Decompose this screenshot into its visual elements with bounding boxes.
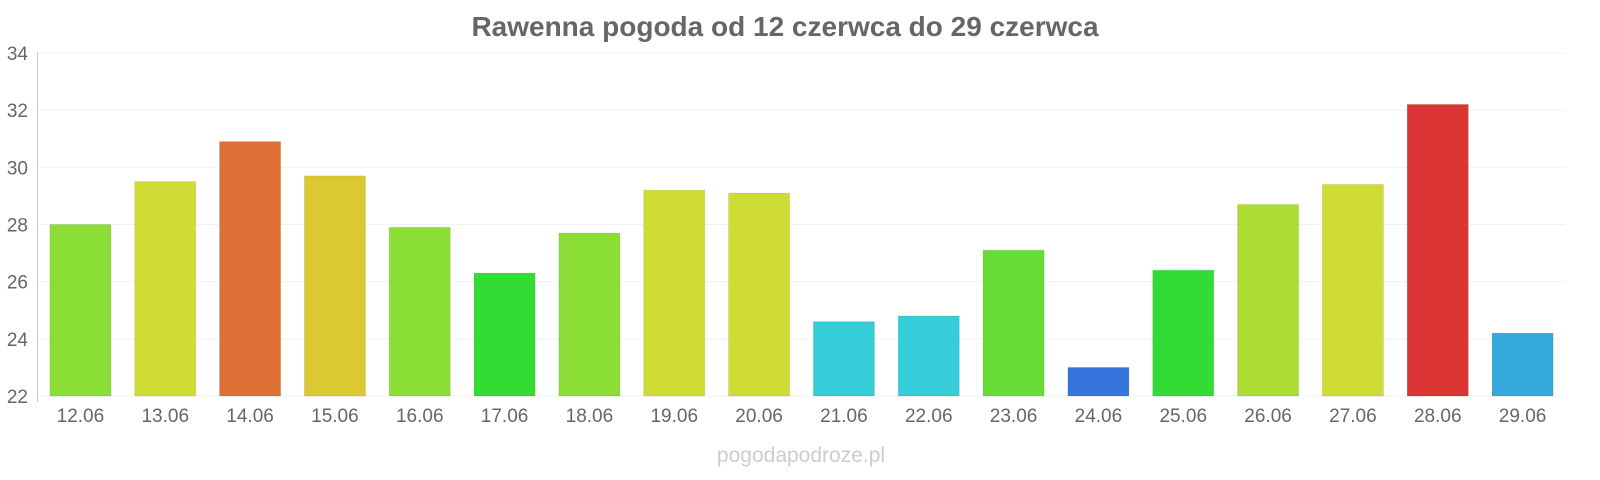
bar (49, 224, 112, 397)
x-tick-label: 26.06 (1244, 406, 1292, 427)
bar (219, 141, 282, 397)
y-axis-ticks: 22 24 26 28 30 32 34 (7, 44, 29, 408)
watermark: pogodapodroze.pl (717, 444, 885, 467)
x-tick-label: 27.06 (1329, 406, 1377, 427)
x-tick-label: 12.06 (57, 406, 105, 427)
bar (388, 226, 451, 397)
x-tick-label: 24.06 (1075, 406, 1123, 427)
y-tick-label: 30 (7, 158, 28, 179)
y-tick-label: 26 (7, 273, 28, 294)
bar (558, 232, 621, 397)
x-tick-label: 20.06 (735, 406, 783, 427)
x-tick-label: 28.06 (1414, 406, 1462, 427)
y-tick-label: 32 (7, 101, 28, 122)
bar (982, 249, 1045, 397)
bar (303, 175, 366, 397)
x-tick-label: 13.06 (141, 406, 189, 427)
x-tick-label: 15.06 (311, 406, 359, 427)
x-tick-label: 16.06 (396, 406, 444, 427)
bar (1237, 203, 1300, 397)
bar (134, 181, 197, 397)
x-tick-label: 14.06 (226, 406, 274, 427)
x-tick-label: 21.06 (820, 406, 868, 427)
bar (728, 192, 791, 397)
y-tick-label: 34 (7, 44, 29, 65)
bar (1321, 183, 1384, 397)
x-tick-label: 18.06 (566, 406, 614, 427)
bar (897, 315, 960, 397)
x-tick-label: 23.06 (990, 406, 1038, 427)
bar (1067, 366, 1130, 397)
bar (473, 272, 536, 397)
chart-title: Rawenna pogoda od 12 czerwca do 29 czerw… (471, 11, 1099, 42)
bar (1491, 332, 1554, 397)
bar (1406, 103, 1469, 397)
x-tick-label: 17.06 (481, 406, 529, 427)
bars (49, 103, 1554, 397)
x-axis-ticks: 12.06 13.06 14.06 15.06 16.06 17.06 18.06 19.06… (57, 406, 1547, 427)
bar (1152, 269, 1215, 397)
x-tick-label: 25.06 (1159, 406, 1207, 427)
y-tick-label: 28 (7, 216, 28, 237)
y-tick-label: 22 (7, 387, 28, 408)
y-tick-label: 24 (7, 330, 29, 351)
x-tick-label: 19.06 (650, 406, 698, 427)
bar (643, 189, 706, 397)
x-tick-label: 29.06 (1499, 406, 1547, 427)
bar (812, 321, 875, 397)
grid-lines (38, 52, 1565, 397)
x-tick-label: 22.06 (905, 406, 953, 427)
